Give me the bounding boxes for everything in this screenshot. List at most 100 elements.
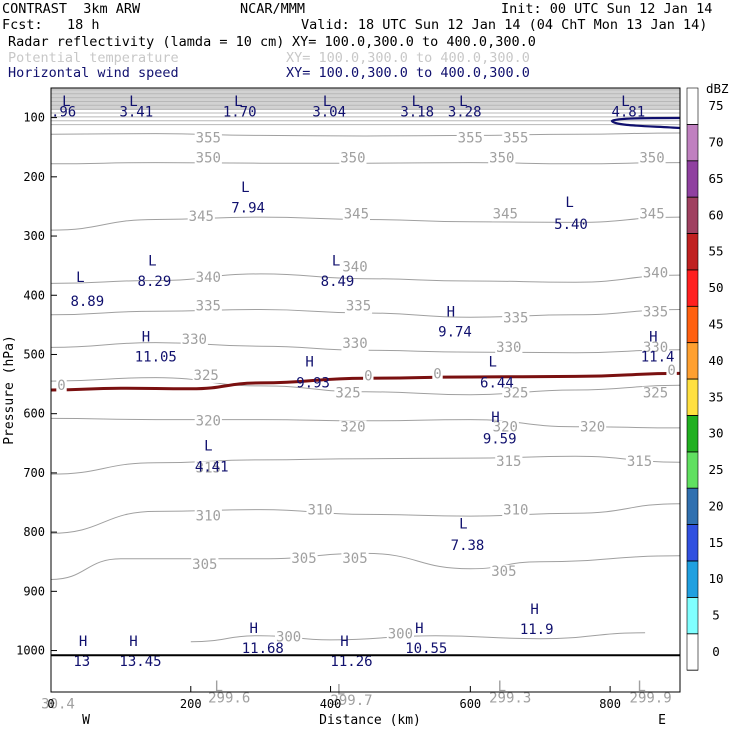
theta-contour-label-halo bbox=[194, 131, 222, 146]
theta-contour-label-halo bbox=[638, 207, 666, 222]
theta-contour-label-halo bbox=[290, 551, 318, 566]
y-tick-label: 400 bbox=[23, 288, 45, 302]
wind-speed-label: 11.68 bbox=[242, 641, 284, 657]
field1-name: Radar reflectivity (lamda = 10 cm) bbox=[8, 34, 285, 50]
reflectivity-zero-label: 0 bbox=[433, 367, 441, 383]
theta-contour-label-halo bbox=[502, 131, 530, 146]
theta-contour-label: 330 bbox=[342, 336, 367, 352]
theta-contour-label-halo bbox=[579, 420, 607, 435]
wind-speed-label: L bbox=[565, 195, 573, 211]
colorbar-swatch bbox=[686, 87, 699, 125]
theta-contour-label: 350 bbox=[639, 151, 664, 167]
wind-speed-label: H bbox=[129, 634, 137, 650]
theta-contour-label-halo bbox=[194, 271, 222, 286]
colorbar-level-label: 25 bbox=[708, 462, 723, 477]
wind-speed-label: L bbox=[621, 94, 629, 110]
colorbar-swatch bbox=[686, 524, 699, 562]
upper-theta-contour bbox=[51, 92, 680, 95]
theta-contour-label: 355 bbox=[196, 131, 221, 147]
wind-speed-label: H bbox=[447, 305, 455, 321]
theta-contour-label: 305 bbox=[342, 551, 367, 567]
wind-speed-label: 3.41 bbox=[119, 104, 153, 120]
wind-speed-label: H bbox=[415, 621, 423, 637]
wind-speed-label: L bbox=[76, 270, 84, 286]
theta-contour-label: 315 bbox=[627, 454, 652, 470]
wind-speed-label: L bbox=[129, 94, 137, 110]
wind-speed-label: 9.93 bbox=[296, 376, 330, 392]
theta-contour-label: 330 bbox=[643, 340, 668, 356]
theta-contour-label: 310 bbox=[307, 502, 332, 518]
wind-speed-label: H bbox=[249, 621, 257, 637]
theta-contour-label: 300 bbox=[276, 630, 301, 646]
y-tick-label: 700 bbox=[23, 466, 45, 480]
theta-contour-label: 325 bbox=[643, 386, 668, 402]
field1-xy: XY= 100.0,300.0 to 400.0,300.0 bbox=[292, 34, 536, 50]
colorbar-swatch bbox=[686, 233, 699, 271]
theta-contour-label-halo bbox=[341, 551, 369, 566]
reflectivity-zero-label-halo bbox=[56, 379, 67, 393]
theta-contour-310 bbox=[51, 503, 680, 534]
wind-speed-label: H bbox=[142, 329, 150, 345]
wind-speed-label: L bbox=[148, 254, 156, 270]
colorbar-swatch bbox=[686, 269, 699, 307]
theta-contour-label-halo bbox=[342, 207, 370, 222]
upper-theta-contour bbox=[51, 100, 680, 103]
wind-speed-label: L bbox=[332, 254, 340, 270]
colorbar-swatch bbox=[686, 378, 699, 416]
wind-speed-label: 13.45 bbox=[119, 654, 161, 670]
wind-speed-label: H bbox=[79, 634, 87, 650]
theta-contour-label: 325 bbox=[503, 386, 528, 402]
y-tick-label: 100 bbox=[23, 111, 45, 125]
colorbar-swatch bbox=[686, 342, 699, 380]
x-tick-label: 0 bbox=[47, 697, 54, 711]
colorbar-swatch bbox=[686, 305, 699, 343]
theta-contour-label: 350 bbox=[340, 151, 365, 167]
model-label: CONTRAST 3km ARW bbox=[2, 1, 141, 17]
theta-contour-label: 320 bbox=[580, 420, 605, 436]
upper-theta-contour bbox=[51, 115, 680, 118]
colorbar-swatch bbox=[686, 560, 699, 598]
theta-contour-label-halo bbox=[641, 386, 670, 401]
upper-theta-contour bbox=[51, 112, 680, 114]
theta-contour-label: 315 bbox=[496, 454, 521, 470]
wind-speed-label: 7.38 bbox=[451, 538, 485, 554]
colorbar-swatch bbox=[686, 451, 699, 489]
y-axis-title: Pressure (hPa) bbox=[2, 335, 17, 445]
upper-theta-contour bbox=[51, 88, 680, 91]
theta-contour-label: 320 bbox=[493, 420, 518, 436]
theta-contour-label: 345 bbox=[639, 206, 664, 222]
field3-name: Horizontal wind speed bbox=[8, 65, 179, 81]
theta-contour-340 bbox=[51, 273, 680, 284]
reflectivity-zero-label-halo bbox=[432, 367, 443, 382]
wind-speed-label: 5.40 bbox=[554, 217, 588, 233]
upper-theta-contour bbox=[51, 108, 680, 111]
theta-contour-label-halo bbox=[488, 151, 516, 166]
theta-contour-label: 315 bbox=[196, 460, 221, 476]
wind-speed-label: L bbox=[234, 94, 242, 110]
theta-contour-label-halo bbox=[194, 299, 222, 314]
wind-speed-label: 11.05 bbox=[135, 350, 177, 366]
theta-contour-label-halo bbox=[495, 454, 523, 469]
theta-contour-label-halo bbox=[490, 564, 518, 579]
wind-speed-label: 8.89 bbox=[70, 294, 104, 310]
theta-contour-label: 350 bbox=[489, 151, 514, 167]
theta-contour-label: 310 bbox=[503, 502, 528, 518]
wind-speed-label: L bbox=[204, 438, 212, 454]
theta-contour-label: 325 bbox=[194, 368, 219, 384]
y-tick-label: 500 bbox=[23, 347, 45, 361]
wind-speed-label: H bbox=[340, 634, 348, 650]
theta-contour-label: 320 bbox=[196, 414, 221, 430]
theta-contour-label: 355 bbox=[458, 131, 483, 147]
wind-speed-label: H bbox=[530, 602, 538, 618]
colorbar-level-label: 15 bbox=[708, 535, 723, 550]
theta-contour-label: 335 bbox=[196, 299, 221, 315]
surface-theta-label: 30.4 bbox=[41, 697, 75, 713]
theta-contour-label: 340 bbox=[196, 270, 221, 286]
y-tick-label: 300 bbox=[23, 229, 45, 243]
theta-contour-label-halo bbox=[641, 266, 670, 281]
colorbar-level-label: 75 bbox=[708, 98, 723, 113]
theta-contour-label-halo bbox=[641, 305, 670, 320]
theta-contour-label-halo bbox=[386, 627, 414, 642]
wind-speed-label: L bbox=[323, 94, 331, 110]
